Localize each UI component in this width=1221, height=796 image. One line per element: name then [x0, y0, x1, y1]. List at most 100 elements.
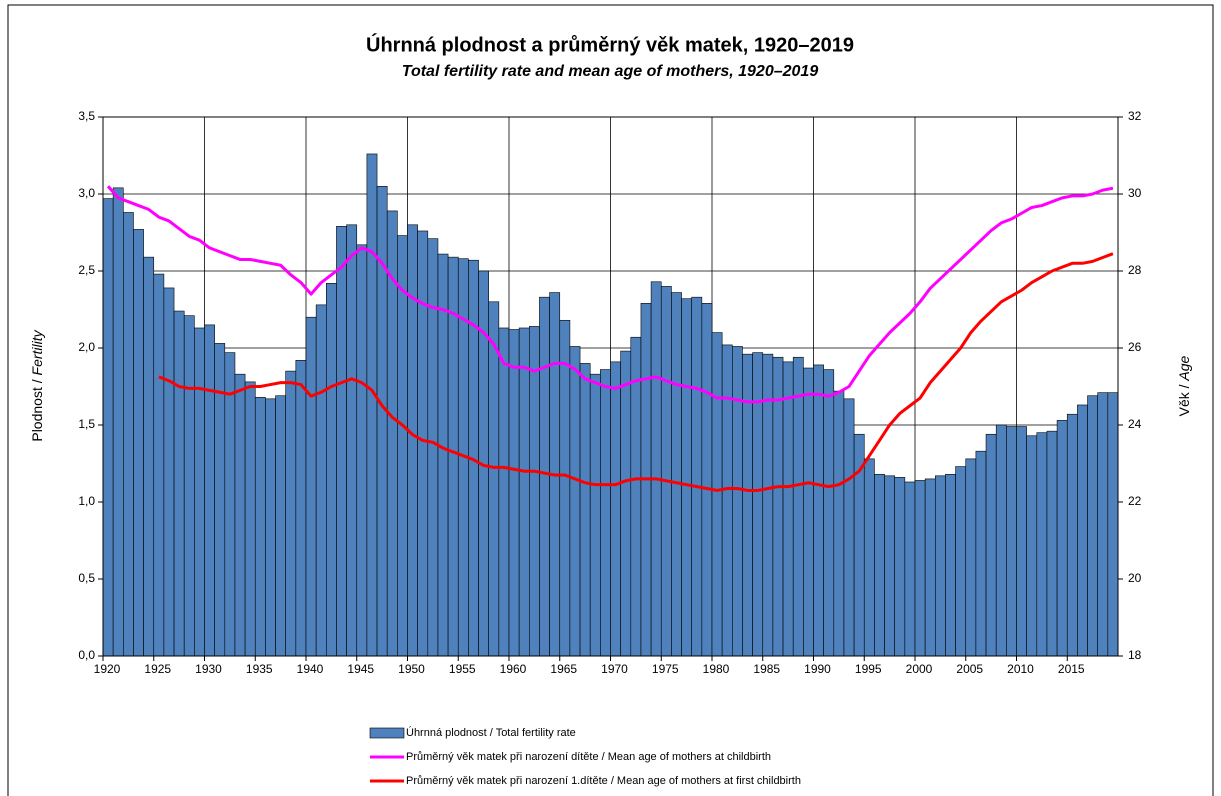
- bar: [955, 466, 967, 657]
- bar: [285, 370, 297, 657]
- x-tick-label: 2000: [906, 662, 933, 676]
- bar: [366, 153, 378, 657]
- x-tick-label: 1975: [652, 662, 679, 676]
- bar: [863, 458, 875, 657]
- x-tick-label: 1925: [144, 662, 171, 676]
- bar: [204, 324, 215, 657]
- bar: [792, 356, 804, 657]
- bar: [843, 398, 855, 657]
- bar: [985, 433, 997, 657]
- bar: [397, 235, 408, 657]
- legend-label: Úhrnná plodnost / Total fertility rate: [406, 726, 576, 739]
- bar: [417, 230, 429, 657]
- y-axis-label-part: Fertility: [29, 329, 45, 375]
- bar: [1107, 392, 1119, 657]
- y-tick-label: 2,5: [78, 263, 95, 277]
- bar: [112, 187, 124, 657]
- x-tick-label: 1995: [855, 662, 882, 676]
- y-tick-label: 0,0: [78, 648, 95, 662]
- bar: [671, 292, 682, 657]
- x-tick-label: 1955: [449, 662, 476, 676]
- bar: [874, 473, 885, 657]
- bar: [153, 273, 165, 657]
- bar: [123, 212, 134, 657]
- y-tick-label: 1,0: [78, 494, 95, 508]
- y-tick-label: 2,0: [78, 340, 95, 354]
- bar: [803, 367, 814, 657]
- x-tick-label: 1930: [195, 662, 222, 676]
- y2-tick-label: 22: [1128, 494, 1142, 508]
- y-tick-label: 3,5: [78, 109, 95, 123]
- y2-tick-label: 18: [1128, 648, 1142, 662]
- y2-tick-label: 26: [1128, 340, 1142, 354]
- y2-tick-label: 32: [1128, 109, 1142, 123]
- x-tick-label: 1950: [398, 662, 425, 676]
- x-tick-label: 2015: [1058, 662, 1085, 676]
- bar: [610, 361, 621, 657]
- bar: [975, 450, 987, 657]
- bar: [427, 238, 439, 657]
- bar: [518, 327, 530, 657]
- bar: [945, 473, 956, 657]
- bar: [528, 326, 540, 657]
- x-tick-label: 1940: [297, 662, 324, 676]
- bar: [833, 390, 845, 657]
- y-axis-label: Plodnost / Fertility: [29, 329, 45, 441]
- bar: [914, 480, 926, 657]
- bar: [650, 281, 662, 657]
- x-tick-label: 1985: [753, 662, 780, 676]
- bar: [163, 287, 175, 657]
- bar: [143, 256, 155, 657]
- bar: [924, 478, 936, 657]
- bar: [1056, 420, 1068, 657]
- bar: [194, 327, 205, 657]
- y2-axis-label-part: Věk /: [1176, 381, 1192, 417]
- bar: [579, 363, 591, 657]
- bar: [721, 344, 733, 657]
- bar: [894, 477, 906, 657]
- bar: [1026, 435, 1038, 657]
- bar: [102, 198, 114, 657]
- bar: [265, 398, 276, 657]
- bar: [620, 350, 632, 657]
- bar: [1006, 426, 1017, 657]
- y-tick-label: 1,5: [78, 417, 95, 431]
- y-tick-label: 3,0: [78, 186, 95, 200]
- bar: [1046, 430, 1058, 657]
- bar: [904, 481, 916, 657]
- bar: [1087, 395, 1099, 657]
- bar: [133, 229, 144, 657]
- bar: [701, 303, 713, 657]
- x-tick-label: 1935: [246, 662, 273, 676]
- bar: [630, 336, 642, 657]
- bar: [934, 475, 946, 657]
- bar: [813, 364, 824, 657]
- bar: [691, 296, 703, 657]
- y-tick-label: 0,5: [78, 571, 95, 585]
- bar: [752, 352, 764, 657]
- x-tick-label: 1970: [601, 662, 628, 676]
- bar: [407, 224, 418, 657]
- bar: [660, 286, 672, 657]
- x-tick-label: 1945: [347, 662, 374, 676]
- bar: [539, 296, 550, 657]
- x-tick-label: 1920: [94, 662, 121, 676]
- bar: [1036, 432, 1048, 657]
- bar: [295, 360, 307, 657]
- legend-label: Průměrný věk matek při narození 1.dítěte…: [406, 775, 801, 787]
- bar: [488, 301, 500, 657]
- x-tick-label: 2005: [956, 662, 983, 676]
- bar: [995, 424, 1007, 657]
- bar: [244, 381, 256, 657]
- bar: [275, 395, 286, 657]
- line: [158, 252, 1114, 492]
- bar: [711, 332, 723, 657]
- y2-tick-label: 28: [1128, 263, 1142, 277]
- legend-label: Průměrný věk matek při narození dítěte /…: [406, 751, 771, 763]
- bar: [742, 353, 753, 657]
- bar: [437, 253, 449, 657]
- bar: [559, 319, 571, 657]
- x-tick-label: 1965: [550, 662, 577, 676]
- legend-swatch: [369, 727, 405, 739]
